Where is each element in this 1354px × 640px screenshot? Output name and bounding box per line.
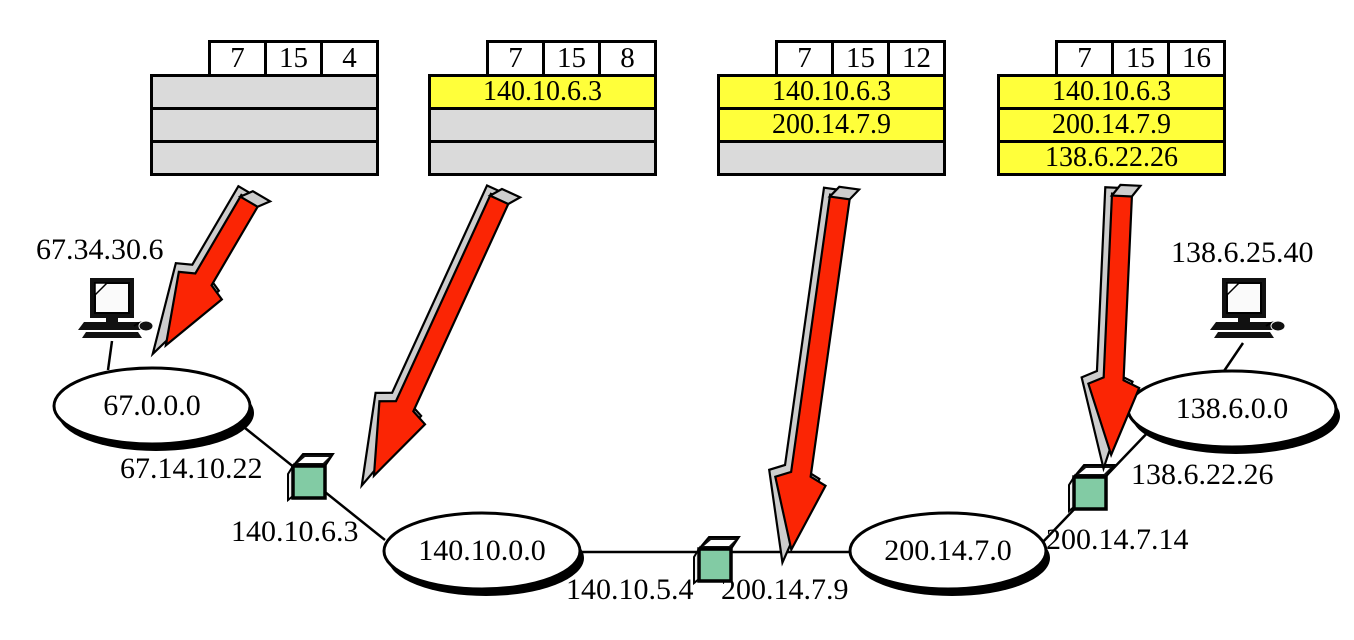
arrow-2-icon (360, 184, 523, 490)
route-entry (428, 140, 657, 176)
interface-label-200-14-7-9: 200.14.7.9 (721, 573, 849, 606)
pointer-arrows (150, 183, 1143, 567)
route-entry: 200.14.7.9 (997, 107, 1226, 143)
link-host-right (1220, 342, 1245, 375)
route-entry: 138.6.22.26 (997, 140, 1226, 176)
router-2-icon (693, 536, 741, 586)
pointer-cell: 12 (887, 40, 946, 77)
route-entry: 200.14.7.9 (717, 107, 946, 143)
network-ellipses (52, 366, 1340, 596)
header-cell: 15 (1111, 40, 1170, 77)
route-entry (150, 74, 379, 110)
header-cell: 15 (264, 40, 323, 77)
interface-label-200-14-7-14: 200.14.7.14 (1046, 523, 1189, 556)
source-route-table-2: 7 15 8 140.10.6.3 (428, 40, 657, 176)
route-entry (717, 140, 946, 176)
header-cell: 7 (775, 40, 834, 77)
route-entry: 140.10.6.3 (717, 74, 946, 110)
arrow-3-icon (767, 185, 862, 567)
router-3-icon (1068, 464, 1116, 514)
computer-right-icon (1210, 278, 1286, 338)
pointer-cell: 16 (1167, 40, 1226, 77)
network-140-ellipse (382, 511, 582, 591)
host-label-left: 67.34.30.6 (36, 233, 164, 266)
interface-label-140-10-5-4: 140.10.5.4 (566, 573, 694, 606)
link-host-left (106, 340, 114, 371)
arrow-1-icon (150, 184, 273, 358)
routers (287, 453, 1116, 586)
network-label-67: 67.0.0.0 (103, 389, 201, 422)
source-route-table-4: 7 15 16 140.10.6.3 200.14.7.9 138.6.22.2… (997, 40, 1226, 176)
router-1-icon (287, 453, 335, 503)
route-entry: 140.10.6.3 (428, 74, 657, 110)
computer-left-icon (78, 278, 154, 338)
header-cell: 15 (542, 40, 601, 77)
route-entry (428, 107, 657, 143)
source-route-table-1: 7 15 4 (150, 40, 379, 176)
network-label-200: 200.14.7.0 (884, 534, 1012, 567)
network-label-138: 138.6.0.0 (1175, 392, 1289, 425)
host-label-right: 138.6.25.40 (1171, 236, 1314, 269)
pointer-cell: 8 (598, 40, 657, 77)
route-entry (150, 107, 379, 143)
pointer-cell: 4 (320, 40, 379, 77)
source-route-table-3: 7 15 12 140.10.6.3 200.14.7.9 (717, 40, 946, 176)
interface-label-138-6-22-26: 138.6.22.26 (1131, 458, 1274, 491)
header-cell: 15 (831, 40, 890, 77)
arrow-4-icon (1080, 183, 1143, 473)
route-entry (150, 140, 379, 176)
interface-label-140-10-6-3: 140.10.6.3 (231, 515, 359, 548)
header-cell: 7 (208, 40, 267, 77)
network-label-140: 140.10.0.0 (418, 534, 546, 567)
header-cell: 7 (1055, 40, 1114, 77)
network-200-ellipse (848, 511, 1048, 591)
route-entry: 140.10.6.3 (997, 74, 1226, 110)
interface-label-67-14-10-22: 67.14.10.22 (120, 452, 263, 485)
header-cell: 7 (486, 40, 545, 77)
network-67-ellipse (52, 366, 252, 446)
host-computers (78, 278, 1286, 338)
